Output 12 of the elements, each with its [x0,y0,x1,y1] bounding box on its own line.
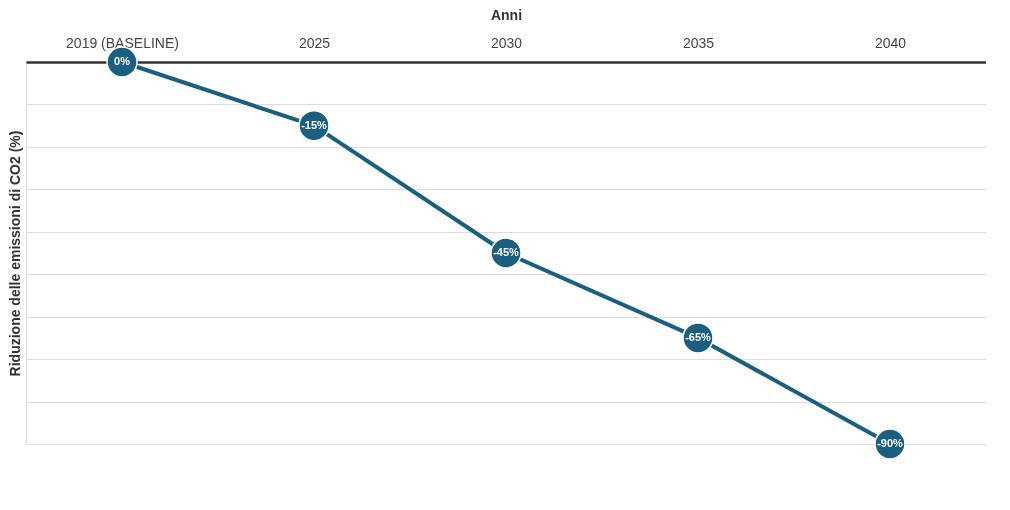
x-tick-label: 2019 (BASELINE) [66,34,179,51]
x-tick-label: 2040 [874,34,907,51]
data-label: -45% [493,246,520,258]
data-label: -15% [301,118,328,131]
x-tick-label: 2030 [490,34,523,51]
x-tick-label: 2025 [298,34,331,51]
x-tick-label: 2035 [682,34,715,51]
data-label: -65% [685,330,712,343]
y-axis-title: Riduzione delle emissioni di CO2 (%) [6,130,23,377]
data-label: -90% [877,437,904,449]
data-label: 0% [114,55,131,67]
x-axis-title: Anni [490,6,523,23]
